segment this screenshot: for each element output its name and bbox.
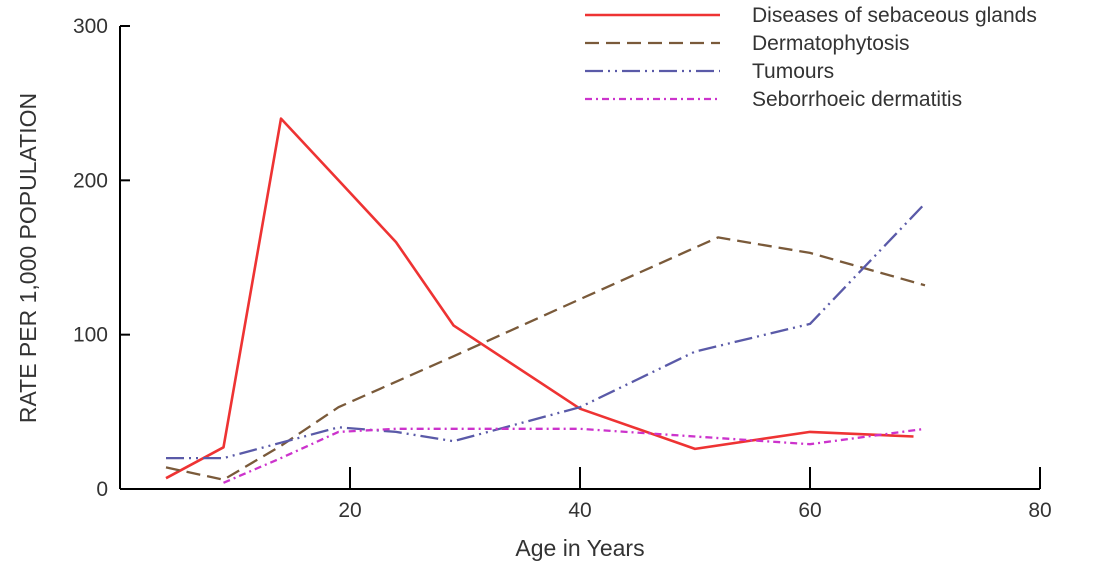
y-axis-title: RATE PER 1,000 POPULATION: [15, 93, 41, 423]
x-tick-label: 60: [798, 499, 821, 522]
legend-label-4: Seborrhoeic dermatitis: [752, 88, 962, 111]
series-line-3: [166, 202, 926, 460]
legend: Diseases of sebaceous glands Dermatophyto…: [585, 4, 1037, 111]
legend-label-3: Tumours: [752, 60, 834, 83]
x-tick-label: 20: [338, 499, 361, 522]
series-group: [165, 117, 926, 484]
x-tick-label: 80: [1028, 499, 1051, 522]
y-tick-label: 200: [73, 169, 108, 192]
x-ticks: 20 40 60 80: [338, 467, 1052, 522]
legend-label-2: Dermatophytosis: [752, 32, 910, 55]
y-tick-label: 0: [96, 478, 108, 501]
x-tick-label: 40: [568, 499, 591, 522]
x-axis-title: Age in Years: [515, 535, 644, 561]
y-tick-label: 300: [73, 15, 108, 38]
legend-label-1: Diseases of sebaceous glands: [752, 4, 1037, 27]
y-ticks: 0 100 200 300: [73, 15, 130, 501]
y-tick-label: 100: [73, 324, 108, 347]
series-line-1: [165, 117, 914, 480]
series-line-4: [223, 427, 926, 484]
series-line-2: [165, 236, 926, 481]
